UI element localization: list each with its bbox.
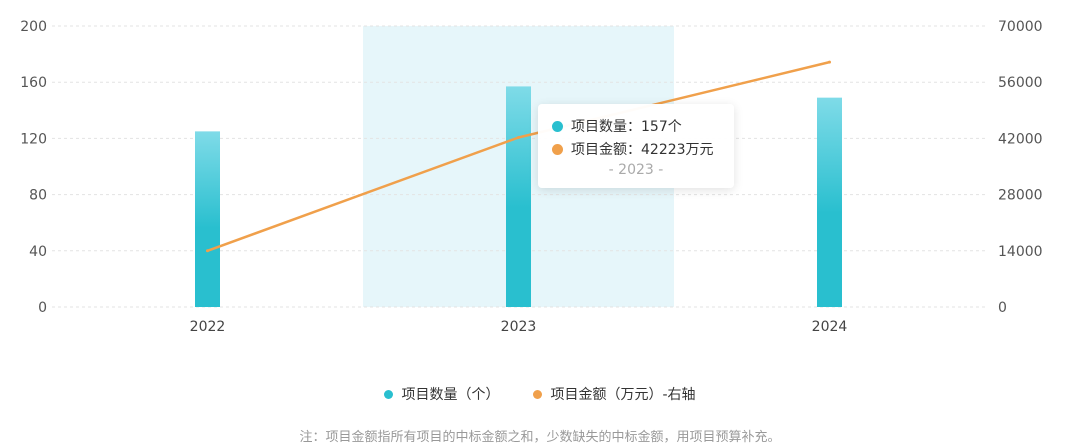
y-right-tick-label: 28000 — [998, 188, 1043, 204]
legend-amount-dot-icon — [533, 389, 543, 399]
y-left-tick-label: 120 — [20, 131, 47, 147]
amount-point — [828, 60, 831, 64]
y-left-tick-label: 0 — [38, 300, 47, 316]
tooltip-amount-row: 项目金额：42223万元 — [552, 139, 714, 159]
y-left-tick-label: 40 — [29, 244, 47, 260]
y-right-tick-label: 56000 — [998, 75, 1043, 91]
y-right-tick-label: 14000 — [998, 244, 1043, 260]
legend-item-count[interactable]: 项目数量（个） — [384, 384, 499, 404]
y-left-tick-label: 80 — [29, 188, 47, 204]
legend-amount-label: 项目金额（万元）-右轴 — [550, 387, 696, 403]
x-tick-label: 2024 — [812, 319, 848, 335]
tooltip-count-row: 项目数量：157个 — [552, 116, 682, 136]
y-right-tick-label: 0 — [998, 300, 1007, 316]
y-left-tick-label: 200 — [20, 19, 47, 35]
amount-dot-icon — [552, 143, 563, 155]
x-tick-label: 2022 — [190, 319, 226, 335]
legend-count-label: 项目数量（个） — [401, 387, 500, 403]
count-dot-icon — [552, 120, 563, 132]
tooltip-count-label: 项目数量：157个 — [571, 119, 682, 135]
footnote: 注：项目金额指所有项目的中标金额之和，少数缺失的中标金额，用项目预算补充。 — [299, 430, 781, 445]
legend-item-amount[interactable]: 项目金额（万元）-右轴 — [533, 384, 696, 404]
bar — [506, 86, 531, 307]
y-left-tick-label: 160 — [20, 75, 47, 91]
tooltip-category: - 2023 - — [608, 162, 664, 178]
bar — [195, 131, 220, 307]
x-tick-label: 2023 — [501, 319, 537, 335]
legend-count-dot-icon — [384, 389, 394, 399]
y-right-tick-label: 70000 — [998, 19, 1043, 35]
tooltip-amount-label: 项目金额：42223万元 — [571, 142, 714, 158]
amount-point — [206, 249, 209, 253]
chart-legend: 项目数量（个） 项目金额（万元）-右轴 — [0, 384, 1080, 404]
bar — [817, 97, 842, 307]
y-right-tick-label: 42000 — [998, 131, 1043, 147]
chart-tooltip: 项目数量：157个 项目金额：42223万元 - 2023 - — [538, 104, 734, 188]
amount-point — [517, 136, 520, 140]
